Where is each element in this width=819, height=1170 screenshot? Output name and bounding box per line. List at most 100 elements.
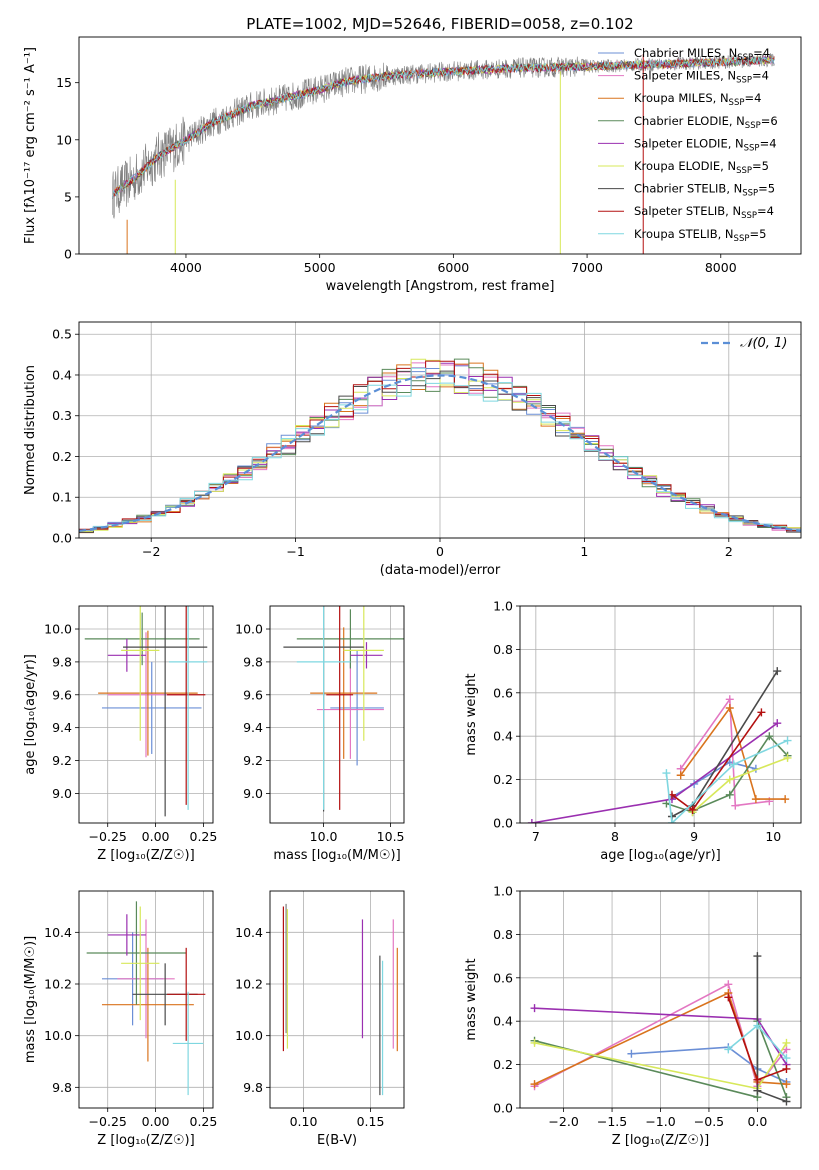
axes-age-vs-Z: −0.25 0.00 0.25 9.0 9.2 9.4 9.6 9.8 10.0 Z [log₁₀… <box>23 605 218 863</box>
x-tick-label: 0 <box>436 544 444 559</box>
y-axis-label: Flux [fλ10⁻¹⁷ erg cm⁻² s⁻¹ A⁻¹] <box>23 47 38 244</box>
y-tick-label: 10.0 <box>44 622 72 637</box>
x-tick-label: 8 <box>611 829 619 844</box>
errorbar-point <box>167 947 206 1041</box>
weight-marker <box>725 703 734 712</box>
errorbar-point <box>107 638 146 672</box>
grid <box>79 322 801 539</box>
x-tick-label: −2.0 <box>548 1114 578 1129</box>
axes-mass-vs-Z: −0.25 0.00 0.25 9.8 10.0 10.2 10.4 Z [log₁₀(Z/Z… <box>23 890 218 1148</box>
weight-marker <box>757 708 766 717</box>
y-tick-label: 0.8 <box>493 927 513 942</box>
x-tick-label: 0.25 <box>190 1114 218 1129</box>
y-tick-label: 9.8 <box>243 654 263 669</box>
y-tick-label: 0 <box>64 247 72 262</box>
y-tick-label: 9.8 <box>243 1080 263 1095</box>
x-tick-label: 8000 <box>705 260 737 275</box>
legend-entry: Kroupa MILES, NSSP=4 <box>634 91 761 108</box>
x-tick-label: 0.10 <box>290 1114 318 1129</box>
errorbar-point <box>172 991 204 1096</box>
weight-series-5 <box>688 753 792 817</box>
weight-marker <box>782 1054 791 1063</box>
weight-marker <box>530 1080 539 1089</box>
y-tick-label: 10.2 <box>235 977 263 992</box>
x-tick-label: 7000 <box>571 260 603 275</box>
model-line-7 <box>112 56 775 199</box>
axes-age-vs-mass: 10.0 10.5 9.0 9.2 9.4 9.6 9.8 10.0 mass [log₁₀(M… <box>235 605 405 863</box>
errorbar-point <box>121 606 160 741</box>
x-axis-label: Z [log₁₀(Z/Z☉)] <box>612 1133 709 1148</box>
errorbar-point <box>310 627 378 759</box>
weight-marker <box>753 1075 762 1084</box>
y-tick-label: 10.2 <box>44 977 72 992</box>
x-tick-label: −0.25 <box>89 829 127 844</box>
legend-entry: Chabrier MILES, NSSP=4 <box>634 46 770 63</box>
weight-marker <box>773 719 782 728</box>
weight-marker <box>627 1049 636 1058</box>
x-tick-label: 1 <box>580 544 588 559</box>
y-tick-label: 0.1 <box>52 490 72 505</box>
x-tick-label: −1.0 <box>645 1114 675 1129</box>
y-tick-label: 0.2 <box>493 772 513 787</box>
errorbar-point <box>168 606 208 810</box>
x-tick-label: 0.25 <box>190 829 218 844</box>
weight-marker <box>725 790 734 799</box>
x-tick-label: −1.5 <box>597 1114 627 1129</box>
weight-marker <box>667 819 676 823</box>
weight-marker <box>765 732 774 741</box>
weight-marker <box>724 980 733 989</box>
legend-entry: Salpeter STELIB, NSSP=4 <box>634 204 774 221</box>
legend-entry: Chabrier ELODIE, NSSP=6 <box>634 114 778 131</box>
x-tick-label: 2 <box>725 544 733 559</box>
plot-area <box>282 903 398 1096</box>
weight-marker <box>731 801 740 810</box>
y-tick-label: 0.6 <box>493 970 513 985</box>
x-tick-label: 9 <box>690 829 698 844</box>
x-tick-label: 7 <box>532 829 540 844</box>
plot-area <box>84 606 208 817</box>
errorbar-point <box>86 901 187 1005</box>
weight-marker <box>676 771 685 780</box>
x-tick-label: 0.15 <box>357 1114 385 1129</box>
grid <box>520 605 801 824</box>
x-tick-label: 0.00 <box>142 1114 170 1129</box>
axes-residuals: −2 −1 0 1 2 0.0 0.1 0.2 0.3 0.4 0.5 (data-model)/er… <box>23 321 802 578</box>
grid <box>520 890 801 1109</box>
y-axis-label: mass weight <box>464 958 479 1040</box>
plot-area <box>527 667 792 823</box>
weight-marker <box>527 819 536 823</box>
errorbar-point <box>343 606 384 741</box>
y-tick-label: 0.0 <box>52 531 72 546</box>
weight-series-8 <box>662 736 792 823</box>
grid <box>79 891 213 1108</box>
weight-marker <box>724 993 733 1002</box>
weight-marker <box>782 1038 791 1047</box>
plot-area <box>283 606 404 812</box>
x-tick-label: 5000 <box>304 260 336 275</box>
x-axis-label: Z [log₁₀(Z/Z☉)] <box>97 848 194 863</box>
legend-entry: Kroupa ELODIE, NSSP=5 <box>634 159 769 176</box>
weight-series-7 <box>724 993 791 1084</box>
weight-marker <box>783 753 792 762</box>
axes-frame <box>269 890 405 1109</box>
y-tick-label: 0.2 <box>493 1057 513 1072</box>
plot-area <box>79 358 801 534</box>
y-tick-label: 10.4 <box>235 925 263 940</box>
y-tick-label: 0.3 <box>52 408 72 423</box>
x-tick-label: −0.5 <box>694 1114 724 1129</box>
x-tick-label: 6000 <box>437 260 469 275</box>
plot-area <box>530 952 791 1106</box>
y-tick-label: 1.0 <box>493 599 513 614</box>
x-tick-label: 4000 <box>170 260 202 275</box>
y-tick-label: 0.4 <box>493 1014 513 1029</box>
legend-entry: Salpeter MILES, NSSP=4 <box>634 69 769 86</box>
y-tick-label: 10.0 <box>235 622 263 637</box>
y-tick-label: 10.0 <box>235 1028 263 1043</box>
axes-frame <box>78 36 802 255</box>
y-tick-label: 9.0 <box>52 786 72 801</box>
weight-marker <box>773 667 782 676</box>
axes-frame <box>519 890 802 1109</box>
y-tick-label: 9.6 <box>52 687 72 702</box>
weight-marker <box>753 1021 762 1030</box>
